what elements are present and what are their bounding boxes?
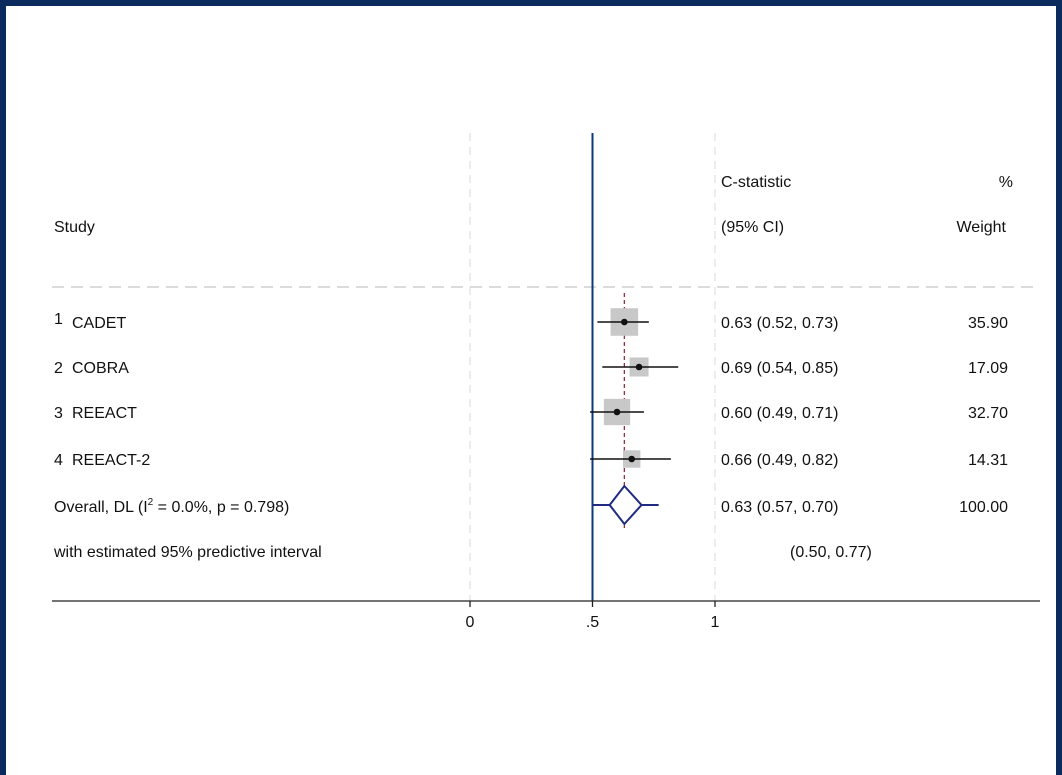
overall-weight: 100.00 (959, 499, 1008, 516)
overall-diamond (608, 484, 643, 526)
overall-label: Overall, DL (I2 = 0.0%, p = 0.798) (54, 497, 289, 516)
header-weight-percent: % (999, 174, 1013, 191)
header-weight: Weight (956, 219, 1006, 236)
point-estimate (613, 408, 621, 416)
header-ci: (95% CI) (721, 219, 784, 236)
study-ci-text: 0.60 (0.49, 0.71) (721, 405, 838, 422)
study-ci-text: 0.63 (0.52, 0.73) (721, 315, 838, 332)
study-ci-text: 0.66 (0.49, 0.82) (721, 452, 838, 469)
study-number: 1 (54, 311, 63, 328)
x-tick-label: 0 (466, 614, 475, 631)
study-weight: 14.31 (968, 452, 1008, 469)
overall-label-pre: Overall, DL (I (54, 499, 148, 516)
study-name: COBRA (72, 360, 129, 377)
study-number: 4 (54, 452, 63, 469)
study-weight: 32.70 (968, 405, 1008, 422)
point-estimate (635, 363, 643, 371)
study-name: CADET (72, 315, 126, 332)
study-weight: 35.90 (968, 315, 1008, 332)
point-estimate (628, 455, 635, 463)
overall-ci-text: 0.63 (0.57, 0.70) (721, 499, 838, 516)
header-study: Study (54, 219, 95, 236)
predictive-ci-text: (0.50, 0.77) (790, 544, 872, 561)
study-weight: 17.09 (968, 360, 1008, 377)
overall-label-sup: 2 (148, 497, 154, 508)
study-number: 2 (54, 360, 63, 377)
x-tick-label: 1 (711, 614, 720, 631)
header-cstat: C-statistic (721, 174, 791, 191)
study-name: REEACT-2 (72, 452, 150, 469)
x-tick-label: .5 (586, 614, 599, 631)
predictive-label: with estimated 95% predictive interval (53, 544, 322, 561)
overall-label-post: = 0.0%, p = 0.798) (153, 499, 289, 516)
point-estimate (621, 318, 628, 326)
study-name: REEACT (72, 405, 137, 422)
study-number: 3 (54, 405, 63, 422)
study-ci-text: 0.69 (0.54, 0.85) (721, 360, 838, 377)
